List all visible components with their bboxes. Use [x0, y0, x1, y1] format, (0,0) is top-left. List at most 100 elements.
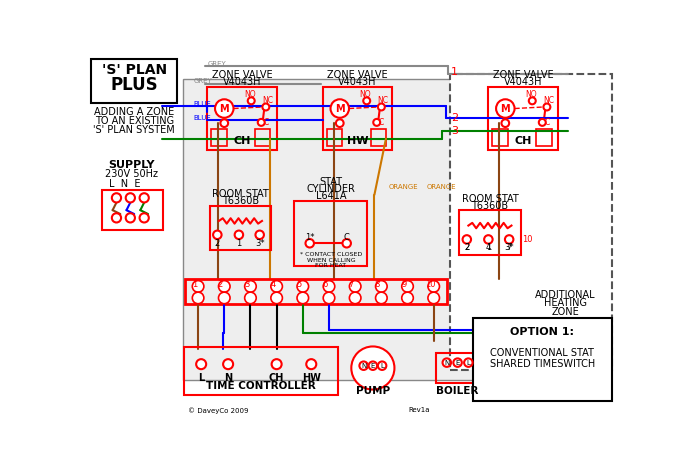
Circle shape: [215, 99, 233, 118]
Circle shape: [378, 103, 385, 110]
Circle shape: [484, 235, 493, 244]
Text: 3: 3: [451, 126, 458, 136]
Text: HW: HW: [302, 373, 321, 383]
Text: NO: NO: [359, 90, 371, 99]
Text: ADDING A ZONE: ADDING A ZONE: [94, 107, 175, 117]
Circle shape: [464, 358, 473, 367]
Text: E: E: [455, 359, 460, 366]
Text: M: M: [219, 103, 229, 114]
Circle shape: [505, 235, 513, 244]
Text: NO: NO: [525, 90, 537, 99]
Text: 10: 10: [424, 280, 435, 289]
Circle shape: [502, 119, 509, 127]
Circle shape: [544, 103, 551, 110]
Circle shape: [462, 235, 471, 244]
Text: 'S' PLAN SYSTEM: 'S' PLAN SYSTEM: [93, 125, 175, 135]
Text: 5: 5: [296, 280, 302, 289]
Text: ZONE VALVE: ZONE VALVE: [327, 70, 388, 80]
Text: C: C: [263, 118, 268, 127]
Text: N: N: [444, 359, 449, 366]
Circle shape: [248, 97, 255, 104]
Circle shape: [402, 292, 413, 304]
Text: M: M: [500, 103, 510, 114]
Text: NC: NC: [543, 96, 554, 105]
Circle shape: [258, 119, 265, 126]
Bar: [459, 210, 521, 255]
Text: Rev1a: Rev1a: [408, 407, 430, 413]
Text: TO AN EXISTING: TO AN EXISTING: [95, 116, 174, 126]
Bar: [436, 353, 479, 383]
Circle shape: [271, 281, 282, 292]
Text: ORANGE: ORANGE: [388, 184, 418, 190]
Text: TIME CONTROLLER: TIME CONTROLLER: [206, 381, 316, 391]
Circle shape: [306, 239, 314, 248]
Text: 1: 1: [451, 66, 458, 77]
Text: STAT: STAT: [319, 177, 342, 188]
Circle shape: [375, 281, 387, 292]
Circle shape: [255, 231, 264, 239]
Text: GREY: GREY: [193, 78, 213, 84]
Text: 3*: 3*: [255, 239, 264, 248]
Circle shape: [336, 119, 344, 127]
Text: ROOM STAT: ROOM STAT: [212, 189, 269, 199]
Circle shape: [219, 292, 230, 304]
Text: 2: 2: [451, 113, 458, 123]
Circle shape: [323, 292, 335, 304]
Text: 8: 8: [375, 280, 380, 289]
Bar: [255, 129, 270, 146]
Text: 1*: 1*: [305, 233, 315, 241]
Bar: [183, 79, 514, 380]
Text: 1: 1: [236, 239, 241, 248]
Circle shape: [297, 281, 308, 292]
Text: N: N: [224, 373, 232, 383]
Circle shape: [529, 97, 535, 104]
Circle shape: [262, 103, 269, 110]
Bar: [295, 201, 368, 266]
Text: 2: 2: [464, 243, 469, 252]
Text: V4043H: V4043H: [223, 77, 262, 88]
Text: CONVENTIONAL STAT: CONVENTIONAL STAT: [491, 348, 594, 358]
Text: 10: 10: [522, 235, 532, 244]
Text: GREY: GREY: [207, 61, 226, 67]
Text: CH: CH: [233, 136, 250, 146]
Text: ORANGE: ORANGE: [427, 184, 456, 190]
Text: SHARED TIMESWITCH: SHARED TIMESWITCH: [490, 359, 595, 369]
Text: 2: 2: [464, 243, 469, 252]
Text: 7: 7: [506, 243, 512, 252]
Bar: [492, 129, 508, 146]
Circle shape: [496, 99, 515, 118]
Text: 4: 4: [486, 243, 491, 252]
Text: 4: 4: [270, 280, 275, 289]
Text: L  N  E: L N E: [109, 179, 141, 189]
Bar: [185, 279, 447, 304]
Text: T6360B: T6360B: [471, 201, 509, 211]
Text: C: C: [379, 118, 384, 127]
Text: V4043H: V4043H: [504, 77, 542, 88]
Circle shape: [112, 213, 121, 222]
Circle shape: [196, 359, 206, 369]
Circle shape: [349, 281, 361, 292]
Text: L: L: [198, 373, 204, 383]
Text: ZONE VALVE: ZONE VALVE: [212, 70, 273, 80]
Bar: [323, 87, 392, 150]
Text: 'S' PLAN: 'S' PLAN: [101, 63, 167, 77]
Text: WHEN CALLING: WHEN CALLING: [306, 258, 355, 263]
Text: M: M: [335, 103, 344, 114]
Bar: [102, 190, 164, 230]
Circle shape: [378, 361, 386, 370]
Bar: [211, 129, 226, 146]
Text: NC: NC: [377, 96, 388, 105]
Circle shape: [126, 193, 135, 203]
Bar: [210, 205, 271, 250]
Text: L: L: [466, 359, 471, 366]
Circle shape: [139, 193, 149, 203]
Text: 1: 1: [192, 280, 197, 289]
Bar: [536, 129, 551, 146]
Bar: [450, 74, 611, 370]
Circle shape: [351, 346, 395, 389]
Text: V4043H: V4043H: [338, 77, 377, 88]
Text: T6360B: T6360B: [222, 196, 259, 206]
Circle shape: [245, 281, 256, 292]
Circle shape: [349, 292, 361, 304]
Text: L641A: L641A: [315, 191, 346, 201]
